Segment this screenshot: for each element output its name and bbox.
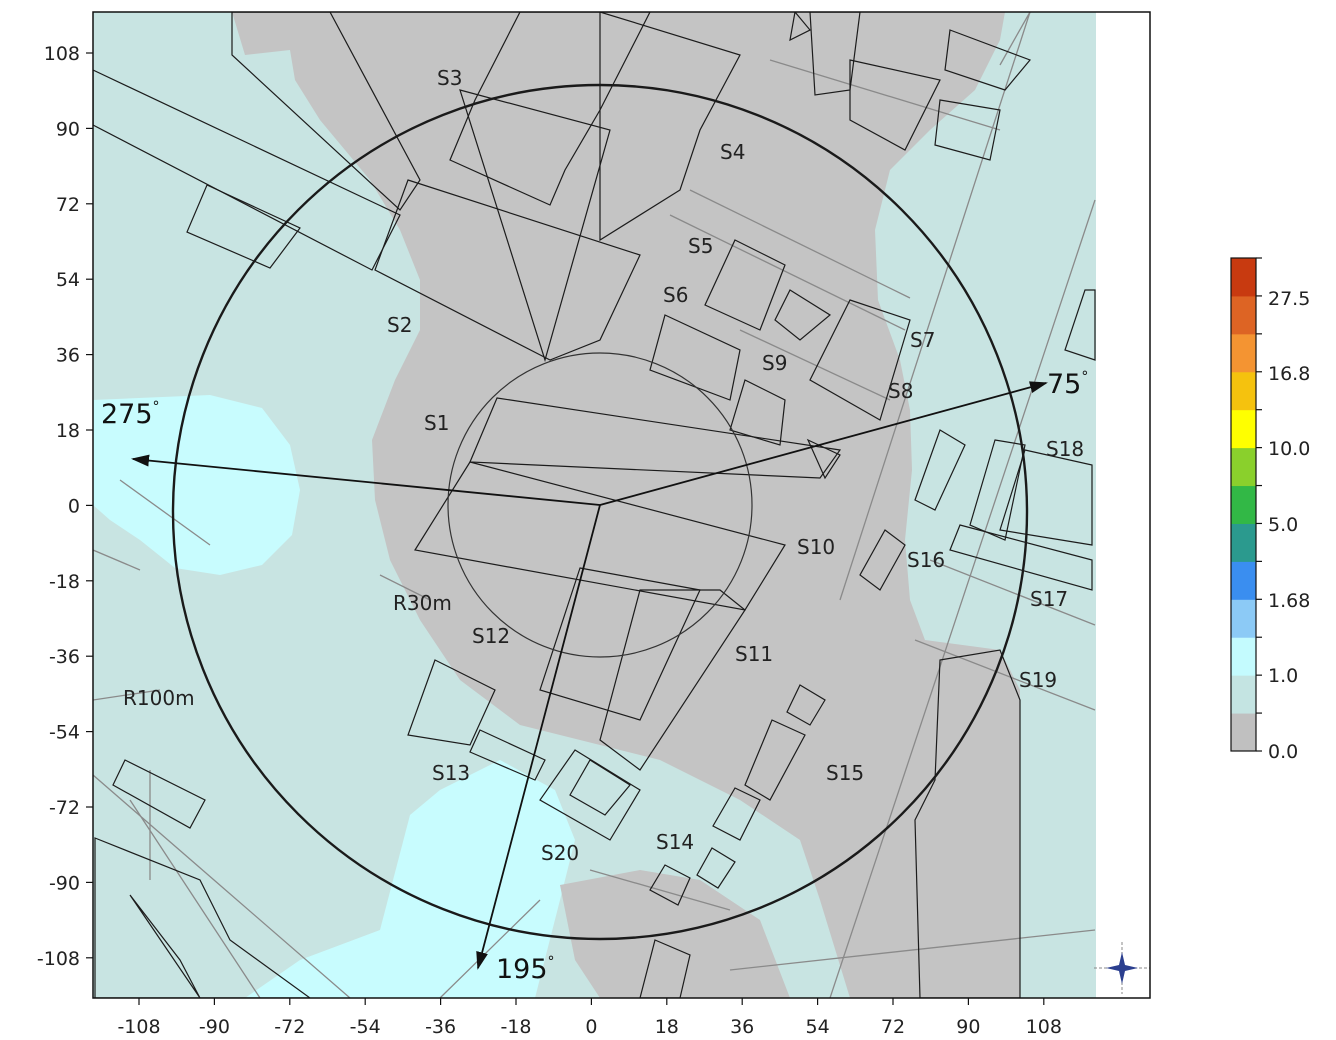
colorbar-segment — [1231, 258, 1256, 296]
site-label-s11: S11 — [735, 642, 773, 666]
site-label-s14: S14 — [656, 830, 694, 854]
y-tick-label: -18 — [49, 571, 80, 593]
x-tick-label: -54 — [350, 1016, 381, 1038]
y-tick-label: 72 — [56, 194, 80, 216]
colorbar-segment — [1231, 334, 1256, 372]
x-tick-label: 0 — [585, 1016, 597, 1038]
y-axis: 108 90 72 54 36 18 0 -18 -36 -54 -72 -90 -108 — [37, 43, 93, 970]
y-tick-label: -36 — [49, 646, 80, 668]
site-label-s18: S18 — [1046, 437, 1084, 461]
colorbar-label: 10.0 — [1268, 438, 1310, 460]
site-label-s15: S15 — [826, 761, 864, 785]
direction-label-195: 195° — [496, 954, 555, 985]
map-layer — [93, 12, 1150, 998]
x-axis: -108 -90 -72 -54 -36 -18 0 18 36 54 72 90 108 — [117, 998, 1061, 1038]
colorbar-segment — [1231, 372, 1256, 410]
site-label-s20: S20 — [541, 841, 579, 865]
outer-radius-label: R100m — [123, 686, 195, 710]
site-label-s3: S3 — [437, 66, 462, 90]
x-tick-label: 36 — [730, 1016, 754, 1038]
y-tick-label: -108 — [37, 948, 80, 970]
colorbar-label: 27.5 — [1268, 288, 1310, 310]
site-label-s4: S4 — [720, 140, 745, 164]
y-tick-label: 54 — [56, 269, 80, 291]
site-label-s13: S13 — [432, 761, 470, 785]
y-tick-label: 36 — [56, 345, 80, 367]
x-tick-label: -18 — [500, 1016, 531, 1038]
y-tick-label: 0 — [68, 495, 80, 517]
site-label-s2: S2 — [387, 313, 412, 337]
site-label-s7: S7 — [910, 328, 935, 352]
colorbar-segment — [1231, 675, 1256, 713]
y-tick-label: 90 — [56, 118, 80, 140]
y-tick-label: -54 — [49, 722, 80, 744]
colorbar-label: 16.8 — [1268, 363, 1310, 385]
y-tick-label: -90 — [49, 872, 80, 894]
x-tick-label: -108 — [117, 1016, 160, 1038]
colorbar-label: 0.0 — [1268, 741, 1298, 763]
x-tick-label: 18 — [655, 1016, 679, 1038]
x-tick-label: 108 — [1026, 1016, 1062, 1038]
colorbar-segment — [1231, 599, 1256, 637]
x-tick-label: 72 — [881, 1016, 905, 1038]
colorbar-segment — [1231, 410, 1256, 448]
y-tick-label: -72 — [49, 797, 80, 819]
colorbar-label: 1.68 — [1268, 590, 1310, 612]
x-tick-label: -90 — [199, 1016, 230, 1038]
y-tick-label: 108 — [44, 43, 80, 65]
x-tick-label: 90 — [956, 1016, 980, 1038]
colorbar-segment — [1231, 296, 1256, 334]
site-label-s9: S9 — [762, 351, 787, 375]
colorbar-segment — [1231, 561, 1256, 599]
site-label-s19: S19 — [1019, 668, 1057, 692]
y-tick-label: 18 — [56, 420, 80, 442]
colorbar-segment — [1231, 713, 1256, 751]
site-label-s6: S6 — [663, 283, 688, 307]
colorbar-segment — [1231, 523, 1256, 561]
colorbar: 27.5 16.8 10.0 5.0 1.68 1.0 0.0 — [1231, 258, 1310, 763]
colorbar-segment — [1231, 448, 1256, 486]
site-label-s12: S12 — [472, 624, 510, 648]
colorbar-segment — [1231, 486, 1256, 524]
site-label-s8: S8 — [888, 379, 913, 403]
colorbar-label: 1.0 — [1268, 665, 1298, 687]
site-label-s5: S5 — [688, 234, 713, 258]
site-label-s16: S16 — [907, 548, 945, 572]
direction-label-275: 275° — [101, 399, 160, 430]
colorbar-segment — [1231, 637, 1256, 675]
inner-radius-label: R30m — [393, 591, 452, 615]
site-label-s1: S1 — [424, 411, 449, 435]
no-data-strip — [1096, 12, 1150, 998]
x-tick-label: -72 — [274, 1016, 305, 1038]
site-label-s10: S10 — [797, 535, 835, 559]
site-label-s17: S17 — [1030, 587, 1068, 611]
x-tick-label: 54 — [806, 1016, 830, 1038]
colorbar-label: 5.0 — [1268, 514, 1298, 536]
x-tick-label: -36 — [425, 1016, 456, 1038]
